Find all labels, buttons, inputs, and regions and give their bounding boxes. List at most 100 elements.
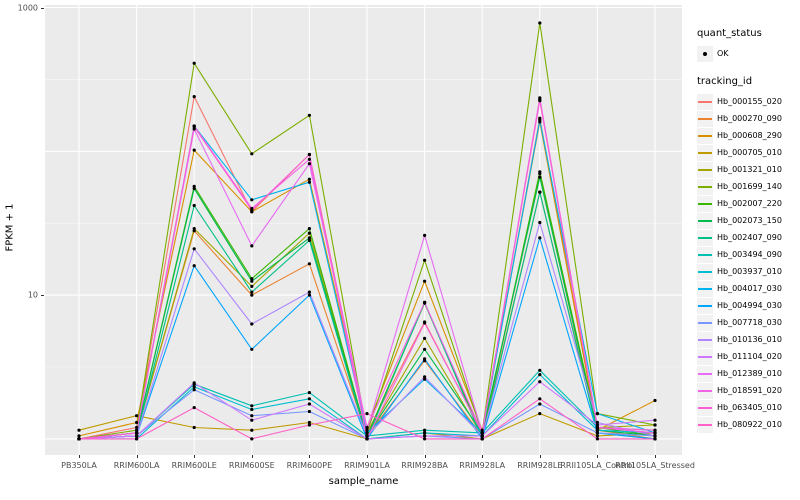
x-tick-mark <box>367 455 368 458</box>
x-tick-mark <box>539 455 541 458</box>
data-point <box>250 152 254 156</box>
data-point <box>365 428 369 432</box>
data-point <box>538 170 542 174</box>
line-key-icon <box>697 161 713 178</box>
data-point <box>653 434 657 438</box>
data-point <box>192 385 196 389</box>
legend-item: Hb_000705_010 <box>697 144 797 161</box>
legend-item: Hb_002073_150 <box>697 212 797 229</box>
data-point <box>135 420 139 425</box>
legend-item-ok: OK <box>697 45 797 62</box>
data-point <box>192 61 196 65</box>
x-tick-label: PB350LA <box>61 461 97 470</box>
data-point <box>480 431 484 435</box>
x-tick-label: RRIM600LA <box>113 461 160 470</box>
data-point <box>77 434 81 438</box>
data-point <box>653 431 657 435</box>
data-point <box>307 177 311 181</box>
data-point <box>135 437 139 441</box>
line-key-icon <box>697 280 713 297</box>
legend-item-label: Hb_002407_090 <box>717 233 782 242</box>
data-point <box>538 236 542 240</box>
data-point <box>250 279 254 283</box>
legend-item: Hb_001321_010 <box>697 161 797 178</box>
line-key-icon <box>697 229 713 246</box>
data-point <box>250 208 254 212</box>
legend-item: Hb_003937_010 <box>697 263 797 280</box>
data-point <box>423 258 427 262</box>
legend-item-label: Hb_001699_140 <box>717 182 782 191</box>
data-point <box>365 437 369 441</box>
y-axis-title: FPKM + 1 <box>4 203 16 252</box>
data-point <box>135 428 139 432</box>
legend-item-label: Hb_001321_010 <box>717 165 782 174</box>
x-tick-mark <box>136 455 138 458</box>
data-point <box>538 175 542 179</box>
data-point <box>307 238 311 242</box>
legend-item: Hb_063405_010 <box>697 399 797 416</box>
data-point <box>307 262 311 266</box>
legend-item-label: Hb_003494_090 <box>717 250 782 259</box>
legend-title-quant-status: quant_status <box>697 28 762 39</box>
legend-item: Hb_011104_020 <box>697 348 797 365</box>
y-tick-label-10: 10 <box>27 290 38 300</box>
legend-item: Hb_002007_220 <box>697 195 797 212</box>
data-point <box>307 236 311 240</box>
x-tick-mark <box>79 455 80 458</box>
legend-item-label: Hb_010136_010 <box>717 335 782 344</box>
data-point <box>192 264 196 268</box>
data-point <box>480 434 484 438</box>
data-point <box>423 300 427 304</box>
line-key-icon <box>697 144 713 161</box>
x-tick-mark <box>597 455 599 458</box>
data-point <box>192 247 196 251</box>
legend-item-label: Hb_011104_020 <box>717 352 782 361</box>
data-point <box>192 406 196 410</box>
line-key-icon <box>697 365 713 382</box>
data-point <box>250 284 254 288</box>
data-point <box>423 321 427 325</box>
data-point <box>77 437 81 441</box>
data-point <box>192 425 196 430</box>
data-point <box>192 187 196 191</box>
x-tick-label: RRII105LA_Stressed <box>615 461 695 470</box>
data-point <box>135 425 139 430</box>
data-point <box>538 380 542 384</box>
legend-item-label: Hb_003937_010 <box>717 267 782 276</box>
line-key-icon <box>697 382 713 399</box>
data-point <box>250 414 254 418</box>
data-point <box>307 293 311 297</box>
data-point <box>423 375 427 379</box>
legend-item-label: Hb_000155_020 <box>717 97 782 106</box>
legend-item-label: Hb_000270_090 <box>717 114 782 123</box>
legend-item-label: OK <box>717 49 729 58</box>
data-point <box>307 397 311 401</box>
data-point <box>250 198 254 202</box>
data-point <box>653 418 657 422</box>
data-point <box>192 381 196 385</box>
line-key-icon <box>697 399 713 416</box>
data-point <box>192 227 196 231</box>
x-tick-mark <box>251 455 253 458</box>
x-tick-label: RRIM600SE <box>228 461 275 470</box>
x-tick-mark <box>424 455 426 458</box>
legend-item: Hb_000270_090 <box>697 110 797 127</box>
data-point <box>423 437 427 441</box>
plot-panel <box>45 5 682 455</box>
data-point <box>250 290 254 294</box>
data-point <box>365 412 369 416</box>
x-tick-label: RRIM600PE <box>286 461 333 470</box>
chart-canvas <box>45 5 682 455</box>
data-point <box>365 425 369 430</box>
data-point <box>423 347 427 351</box>
data-point <box>538 96 542 100</box>
data-point <box>653 428 657 432</box>
data-point <box>307 402 311 406</box>
line-key-icon <box>697 212 713 229</box>
data-point <box>135 431 139 435</box>
data-point <box>307 423 311 427</box>
data-point <box>307 152 311 157</box>
line-key-icon <box>697 127 713 144</box>
data-point <box>307 420 311 425</box>
data-point <box>250 418 254 422</box>
